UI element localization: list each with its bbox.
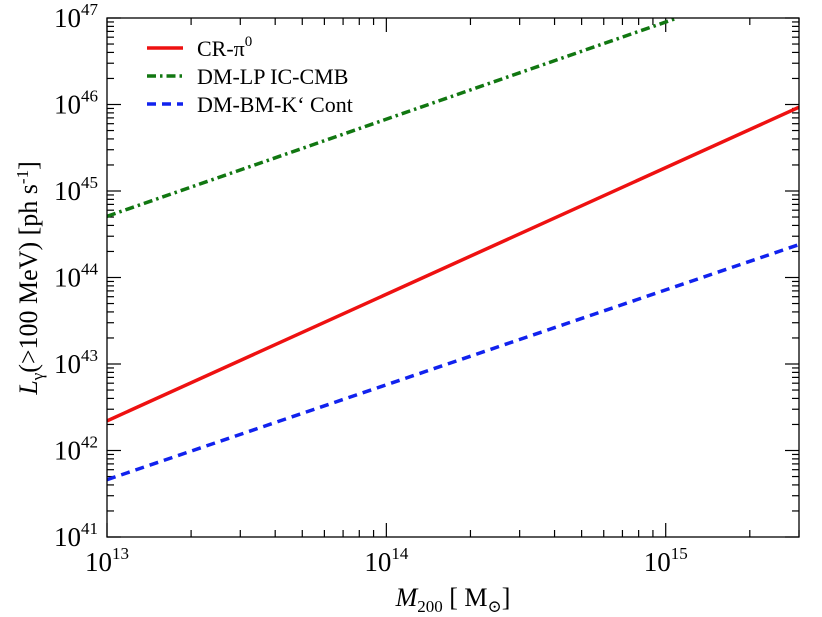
- y-tick-label: 1043: [54, 346, 98, 379]
- series-line-dm-lp-ic-cmb: [107, 18, 678, 218]
- legend-label-dm-bm: DM-BM-K‘ Cont: [197, 92, 353, 117]
- legend-entry-dm-bm: DM-BM-K‘ Cont: [147, 92, 353, 117]
- y-tick-label: 1045: [54, 173, 98, 206]
- x-tick-label: 1013: [85, 544, 129, 577]
- y-tick-label: 1044: [54, 260, 99, 293]
- series-layer: [107, 18, 799, 482]
- legend: CR-π0 DM-LP IC-CMB DM-BM-K‘ Cont: [147, 34, 353, 117]
- legend-entry-dm-lp: DM-LP IC-CMB: [147, 64, 348, 89]
- y-tick-label: 1046: [54, 87, 98, 120]
- legend-label-cr-pi0: CR-π0: [197, 34, 252, 61]
- y-axis-label: Lγ(>100 MeV) [ph s-1]: [13, 161, 47, 396]
- series-line-cr-pi0: [107, 105, 799, 423]
- x-tick-label: 1014: [364, 544, 409, 577]
- y-tick-label: 1047: [54, 0, 99, 33]
- legend-label-dm-lp: DM-LP IC-CMB: [197, 64, 348, 89]
- legend-entry-cr-pi0: CR-π0: [147, 34, 252, 61]
- plot-frame: [106, 17, 800, 538]
- series-line-dm-bm-cont: [107, 242, 799, 482]
- tick-labels: 1013 1014 1015 1041 1042 1043 1044 1045 1046 1047: [54, 0, 688, 577]
- axis-ticks: [106, 17, 800, 538]
- y-tick-label: 1041: [54, 519, 98, 552]
- x-tick-label: 1015: [644, 544, 688, 577]
- x-axis-label: M200 [ M⊙]: [395, 583, 511, 616]
- y-tick-label: 1042: [54, 433, 98, 466]
